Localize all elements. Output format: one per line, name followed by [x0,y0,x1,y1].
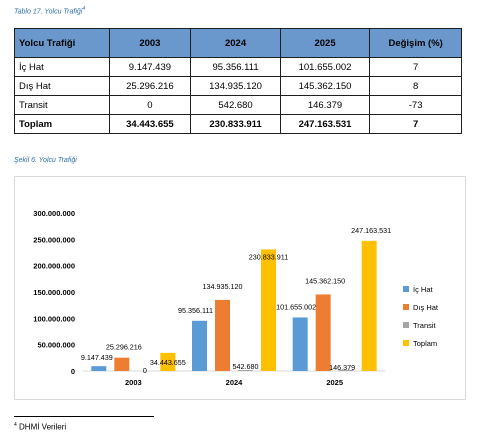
data-label: 9.147.439 [81,353,113,362]
footnote: 4 DHMİ Verileri [14,422,66,432]
chart-bar [114,357,130,371]
header-cell: Yolcu Trafiği [14,28,110,58]
chart-bar [91,366,107,371]
y-tick-label: 150.000.000 [33,288,75,297]
table-header-row: Yolcu Trafiği 2003 2024 2025 Değişim (%) [14,28,462,58]
header-cell: 2003 [108,28,192,58]
data-label: 0 [143,366,147,375]
legend-swatch [403,304,409,310]
header-cell: 2025 [279,28,371,58]
data-label: 230.833.911 [249,252,288,261]
table-total-row: Toplam 34.443.655 230.833.911 247.163.53… [14,114,462,134]
legend-swatch [403,340,409,346]
chart-caption: Şekil 6. Yolcu Trafiği [14,157,77,164]
passenger-traffic-chart: 0 50.000.000 100.000.000 150.000.000 200.000… [33,209,439,387]
data-label: 247.163.531 [351,226,391,235]
table-cell: 25.296.216 [108,76,192,96]
y-tick-label: 0 [71,367,75,376]
table-cell: 7 [369,114,462,134]
data-label: 145.362.150 [305,276,345,285]
legend-label: Toplam [413,339,437,348]
table-cell: 8 [369,76,462,96]
chart-frame: 0 50.000.000 100.000.000 150.000.000 200.000… [14,176,466,400]
passenger-traffic-table: Yolcu Trafiği 2003 2024 2025 Değişim (%)… [14,28,462,134]
legend-label: Transit [413,321,437,330]
table-cell: Transit [14,95,110,115]
table-cell: İç Hat [14,57,110,77]
table-cell: 7 [369,57,462,77]
x-tick-label: 2024 [226,378,244,387]
chart-bar [192,320,207,371]
table-caption-text: Tablo 17. Yolcu Trafiği [14,8,83,16]
table-row: Transit 0 542.680 146.379 -73 [14,95,462,115]
table-cell: 95.356.111 [190,57,281,77]
table-cell: Toplam [14,114,110,134]
y-tick-label: 250.000.000 [33,235,75,244]
data-label: 95.356.111 [178,306,213,315]
table-caption: Tablo 17. Yolcu Trafiği4 [14,6,85,15]
chart-bar [238,370,253,371]
header-cell: 2024 [190,28,281,58]
footnote-ref: 4 [82,6,86,12]
table-cell: -73 [369,95,462,115]
table-cell: 134.935.120 [190,76,281,96]
x-tick-label: 2025 [326,378,343,387]
data-label: 101.655.002 [276,302,316,311]
table-cell: 101.655.002 [279,57,371,77]
chart-bar [338,370,354,371]
y-tick-label: 300.000.000 [33,209,75,218]
table-cell: 230.833.911 [190,114,281,134]
data-label: 542.680 [233,362,259,371]
table-row: Dış Hat 25.296.216 134.935.120 145.362.1… [14,76,462,96]
footnote-ref: 4 [14,422,17,428]
table-cell: Dış Hat [14,76,110,96]
data-label: 34.443.655 [150,358,186,367]
x-tick-label: 2003 [125,378,142,387]
table-cell: 9.147.439 [108,57,192,77]
legend-label: Dış Hat [413,303,439,312]
table-cell: 247.163.531 [279,114,371,134]
data-label: 134.935.120 [203,282,243,291]
chart-bar [361,240,377,371]
y-tick-label: 200.000.000 [33,262,75,271]
table-cell: 145.362.150 [279,76,371,96]
footnote-divider [14,416,154,417]
chart-bar [261,249,276,371]
table-row: İç Hat 9.147.439 95.356.111 101.655.002 … [14,57,462,77]
data-label: 146.379 [329,363,355,372]
chart-bar [160,352,176,371]
legend-swatch [403,286,409,292]
table-cell: 542.680 [190,95,281,115]
header-cell: Değişim (%) [369,28,462,58]
legend-label: İç Hat [413,285,434,294]
y-tick-label: 100.000.000 [33,314,75,323]
table-cell: 146.379 [279,95,371,115]
chart-bar [292,317,308,371]
data-label: 25.296.216 [106,343,142,352]
table-cell: 34.443.655 [108,114,192,134]
chart-bar [215,299,230,371]
y-tick-label: 50.000.000 [37,341,75,350]
chart-bar [315,294,331,371]
legend-swatch [403,322,409,328]
footnote-text: DHMİ Verileri [19,422,67,432]
table-cell: 0 [108,95,192,115]
